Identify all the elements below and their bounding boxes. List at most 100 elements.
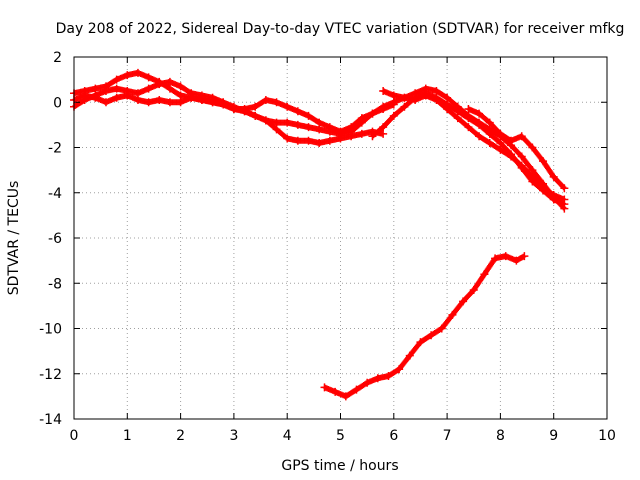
data-point [133,95,142,104]
x-tick-label: 2 [176,428,185,444]
data-point [352,385,361,394]
data-point [261,116,270,125]
data-point [528,143,537,152]
data-point [443,93,452,102]
data-point [448,310,457,319]
data-point [496,145,505,154]
data-point [520,252,529,261]
y-tick-label: -10 [39,322,62,338]
data-point [315,118,324,127]
data-point [91,91,100,100]
data-point [384,372,393,381]
data-point [325,127,334,136]
data-point [165,77,174,86]
data-point [144,84,153,93]
x-axis-title: GPS time / hours [281,458,398,474]
data-point [464,123,473,132]
data-point [480,270,489,279]
data-point [464,105,473,114]
series-track-6 [379,86,569,204]
series-track-8 [320,252,529,401]
grid [74,57,607,419]
data-point [517,132,526,141]
data-point [517,152,526,161]
data-point [539,184,548,193]
data-point [475,109,484,118]
data-point [421,91,430,100]
data-point [507,136,516,145]
y-tick-label: -6 [48,231,62,247]
data-point [304,111,313,120]
data-point [427,331,436,340]
data-point [347,127,356,136]
y-tick-label: -12 [39,367,62,383]
data-point [464,114,473,123]
data-point [91,84,100,93]
data-point [389,91,398,100]
y-axis-title: SDTVAR / TECUs [6,181,22,296]
data-point [389,98,398,107]
data-point [144,98,153,107]
data-point [459,297,468,306]
y-tick-label: -4 [48,186,62,202]
data-layer [70,68,569,401]
y-tick-label: -14 [39,412,62,428]
data-point [155,95,164,104]
data-point [512,256,521,265]
data-point [549,172,558,181]
data-point [416,338,425,347]
data-point [176,98,185,107]
data-point [229,102,238,111]
data-point [293,136,302,145]
data-point [320,383,329,392]
data-point [219,98,228,107]
data-point [437,324,446,333]
data-point [304,136,313,145]
data-point [453,114,462,123]
data-point [379,86,388,95]
series-track-1 [70,91,388,147]
data-point [539,157,548,166]
data-point [283,102,292,111]
data-point [368,132,377,141]
data-point [496,138,505,147]
x-tick-label: 0 [70,428,79,444]
data-point [560,195,569,204]
data-point [325,136,334,145]
data-point [251,102,260,111]
y-tick-label: -8 [48,276,62,292]
series-track-7 [464,105,569,193]
data-point [379,129,388,138]
series-trace [71,78,353,137]
data-point [283,118,292,127]
data-point [176,91,185,100]
data-point [197,91,206,100]
data-point [528,166,537,175]
data-point [261,95,270,104]
x-tick-label: 5 [336,428,345,444]
data-point [517,161,526,170]
data-point [165,84,174,93]
data-point [123,86,132,95]
x-tick-label: 1 [123,428,132,444]
x-tick-label: 10 [598,428,616,444]
data-point [251,111,260,120]
data-point [549,191,558,200]
data-point [560,184,569,193]
data-point [368,109,377,118]
data-point [112,75,121,84]
data-point [475,120,484,129]
data-point [363,378,372,387]
data-point [80,95,89,104]
series-track-3 [70,77,356,138]
data-point [507,152,516,161]
data-point [293,120,302,129]
y-tick-label: 2 [53,50,62,66]
data-point [485,118,494,127]
data-point [411,95,420,104]
data-point [123,71,132,80]
data-point [331,387,340,396]
data-point [469,286,478,295]
data-point [315,138,324,147]
